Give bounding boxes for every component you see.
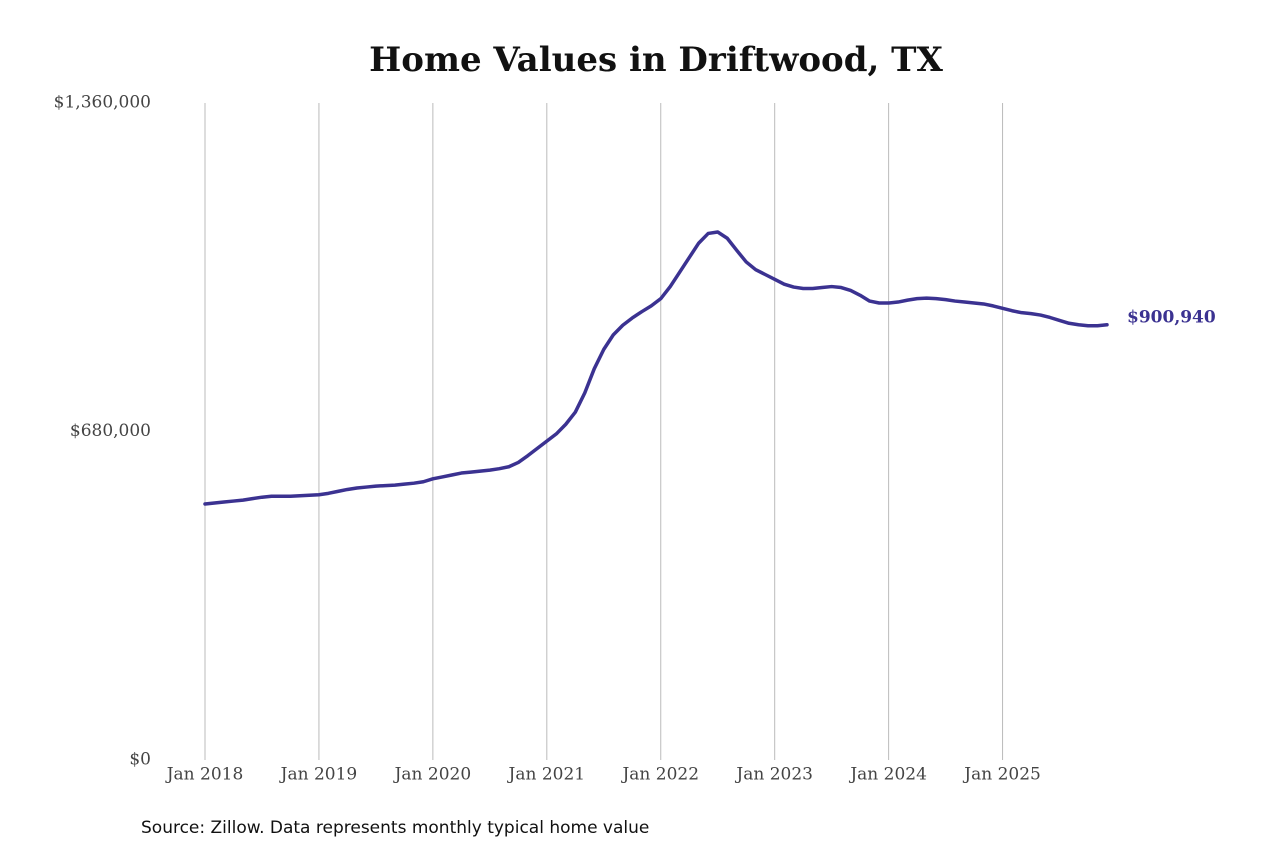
x-tick-label: Jan 2020 xyxy=(393,765,472,785)
y-tick-label: $0 xyxy=(129,750,151,770)
x-tick-label: Jan 2022 xyxy=(620,765,699,785)
y-tick-label: $680,000 xyxy=(70,421,151,441)
data-line xyxy=(203,230,1109,506)
y-tick-label: $1,360,000 xyxy=(54,93,151,113)
x-tick-label: Jan 2019 xyxy=(279,765,358,785)
chart-title: Home Values in Driftwood, TX xyxy=(369,40,943,80)
x-tick-label: Jan 2018 xyxy=(165,765,244,785)
x-tick-label: Jan 2025 xyxy=(962,765,1041,785)
x-tick-label: Jan 2023 xyxy=(734,765,813,785)
x-tick-label: Jan 2024 xyxy=(848,765,927,785)
value-label: $900,940 xyxy=(1127,307,1216,327)
source-note: Source: Zillow. Data represents monthly … xyxy=(141,818,649,838)
x-tick-label: Jan 2021 xyxy=(507,765,586,785)
